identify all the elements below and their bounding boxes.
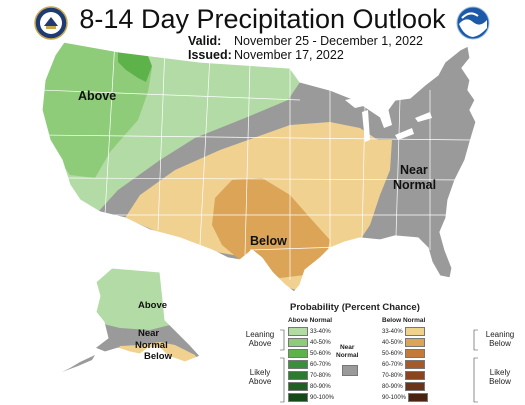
issued-value: November 17, 2022 <box>234 48 344 62</box>
region-above-40-50-west <box>42 42 152 178</box>
legend-range-below-3: 60-70% <box>382 361 403 368</box>
legend-row-above-2: 50-60% <box>288 349 333 358</box>
legend-row-above-4: 70-80% <box>288 371 333 380</box>
label-below-central: Below <box>250 234 287 248</box>
legend-swatch-above-1 <box>288 338 308 347</box>
issued-label: Issued: <box>188 48 232 62</box>
alaska-outline <box>93 267 201 363</box>
date-info: Valid: November 25 - December 1, 2022 Iss… <box>188 34 423 62</box>
legend-range-above-3: 60-70% <box>310 361 331 368</box>
legend-swatch-below-4 <box>404 371 425 380</box>
label-near-normal-east-2: Normal <box>393 178 436 192</box>
legend-swatch-above-5 <box>288 382 308 391</box>
legend-range-above-5: 80-90% <box>310 383 331 390</box>
label-alaska-below: Below <box>144 351 173 362</box>
page-title: 8-14 Day Precipitation Outlook <box>79 4 446 34</box>
legend-row-below-2: 50-60% <box>380 349 425 358</box>
legend-range-above-0: 33-40% <box>310 328 331 335</box>
legend-row-below-1: 40-50% <box>380 338 425 347</box>
legend-swatch-above-6 <box>288 393 308 402</box>
legend-swatch-below-3 <box>404 360 425 369</box>
valid-value: November 25 - December 1, 2022 <box>234 34 423 48</box>
region-above-33-40-alaska <box>90 268 170 330</box>
legend-swatch-above-0 <box>288 327 308 336</box>
legend-row-below-0: 33-40% <box>380 327 425 336</box>
legend-brackets <box>280 329 478 403</box>
conus-outline <box>41 41 477 293</box>
legend-swatch-above-4 <box>288 371 308 380</box>
legend-swatch-below-2 <box>404 349 425 358</box>
label-alaska-above: Above <box>138 300 167 311</box>
legend-row-below-4: 70-80% <box>380 371 425 380</box>
label-alaska-near-normal-2: Normal <box>135 340 168 351</box>
legend-row-above-5: 80-90% <box>288 382 333 391</box>
legend-range-above-2: 50-60% <box>310 350 331 357</box>
legend-swatch-above-2 <box>288 349 308 358</box>
legend: Probability (Percent Chance) Above Norma… <box>240 302 525 405</box>
legend-swatch-below-1 <box>404 338 425 347</box>
legend-range-below-4: 70-80% <box>382 372 403 379</box>
legend-likely-above: Likely Above <box>248 368 272 386</box>
legend-title: Probability (Percent Chance) <box>290 302 420 313</box>
legend-swatch-near-normal <box>342 365 358 376</box>
legend-range-below-6: 90-100% <box>382 394 407 401</box>
legend-swatch-above-3 <box>288 360 308 369</box>
legend-row-above-6: 90-100% <box>288 393 336 402</box>
legend-row-below-5: 80-90% <box>380 382 425 391</box>
label-alaska-near-normal-1: Near <box>138 328 159 339</box>
label-near-normal-east-1: Near <box>400 163 428 177</box>
legend-swatch-below-0 <box>404 327 425 336</box>
legend-row-above-0: 33-40% <box>288 327 333 336</box>
legend-below-header: Below Normal <box>382 317 426 324</box>
legend-range-below-5: 80-90% <box>382 383 403 390</box>
label-above-west: Above <box>78 89 116 103</box>
legend-range-below-1: 40-50% <box>382 339 403 346</box>
legend-range-below-2: 50-60% <box>382 350 403 357</box>
legend-likely-below: Likely Below <box>489 368 511 386</box>
alaska-regions <box>62 268 200 372</box>
legend-row-below-3: 60-70% <box>380 360 425 369</box>
legend-near-normal-header: Near Normal <box>336 344 359 359</box>
legend-leaning-below: Leaning Below <box>485 330 515 348</box>
great-lakes <box>345 96 432 142</box>
region-below-40-50-central <box>212 178 330 278</box>
legend-row-above-1: 40-50% <box>288 338 333 347</box>
noaa-logo-icon <box>456 6 490 40</box>
legend-swatch-below-6 <box>408 393 429 402</box>
valid-label: Valid: <box>188 34 222 48</box>
legend-range-below-0: 33-40% <box>382 328 403 335</box>
legend-above-header: Above Normal <box>288 317 333 324</box>
legend-row-above-3: 60-70% <box>288 360 333 369</box>
legend-leaning-above: Leaning Above <box>245 330 275 348</box>
doc-seal-icon <box>34 6 68 40</box>
legend-row-below-6: 90-100% <box>380 393 429 402</box>
legend-range-above-4: 70-80% <box>310 372 331 379</box>
region-above-50-60-west <box>118 52 152 82</box>
legend-swatch-below-5 <box>404 382 425 391</box>
legend-range-above-1: 40-50% <box>310 339 331 346</box>
legend-range-above-6: 90-100% <box>310 394 335 401</box>
